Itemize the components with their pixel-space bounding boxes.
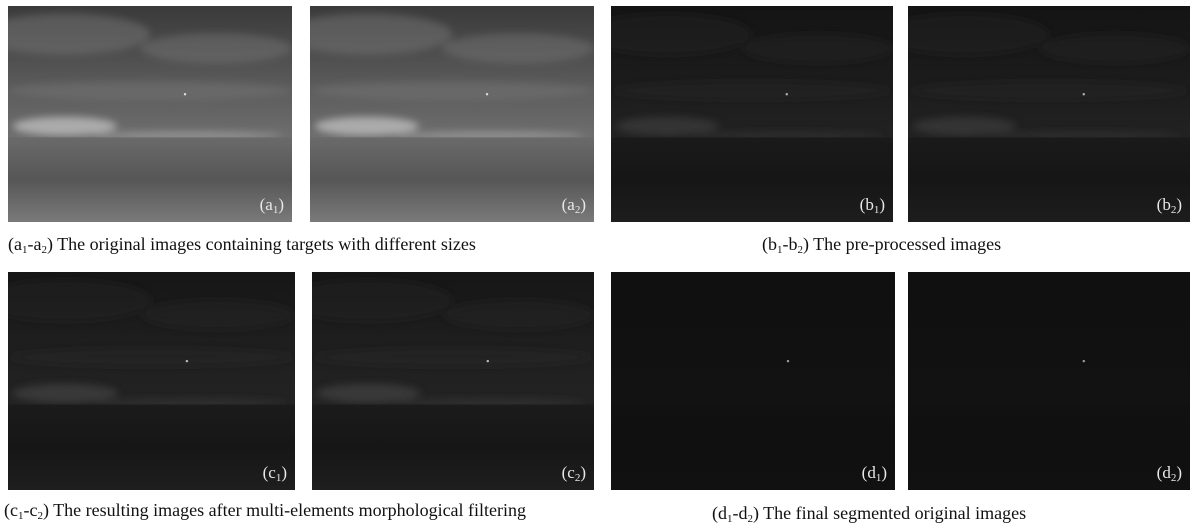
- panel-c1: (c1): [8, 272, 295, 490]
- panel-b2: (b2): [908, 6, 1190, 222]
- panel-label: (d1): [861, 463, 887, 484]
- target-dot: [486, 359, 490, 363]
- target-dot: [785, 93, 789, 96]
- panel-label: (c2): [561, 463, 586, 484]
- target-dot: [185, 359, 189, 363]
- target-dot: [485, 93, 489, 96]
- panel-a2: (a2): [310, 6, 594, 222]
- panel-image: [8, 6, 292, 222]
- panel-d2: (d2): [908, 272, 1190, 490]
- panel-d1: (d1): [611, 272, 895, 490]
- caption-c: (c1-c2) The resulting images after multi…: [4, 500, 527, 522]
- panel-image: [611, 272, 895, 490]
- target-dot: [1082, 93, 1086, 96]
- panel-label: (a1): [259, 195, 284, 216]
- panel-image: [611, 6, 893, 222]
- target-dot: [1082, 359, 1086, 363]
- caption-b: (b1-b2) The pre-processed images: [762, 234, 1002, 256]
- panel-image: [908, 6, 1190, 222]
- panel-image: [312, 272, 594, 490]
- panel-b1: (b1): [611, 6, 893, 222]
- panel-image: [908, 272, 1190, 490]
- panel-image: [310, 6, 594, 222]
- panel-label: (d2): [1156, 463, 1182, 484]
- panel-label: (a2): [561, 195, 586, 216]
- caption-a: (a1-a2) The original images containing t…: [8, 234, 476, 256]
- panel-label: (b2): [1156, 195, 1182, 216]
- panel-a1: (a1): [8, 6, 292, 222]
- panel-label: (c1): [262, 463, 287, 484]
- caption-d: (d1-d2) The final segmented original ima…: [712, 503, 1027, 525]
- panel-image: [8, 272, 295, 490]
- panel-label: (b1): [859, 195, 885, 216]
- target-dot: [786, 359, 790, 363]
- panel-c2: (c2): [312, 272, 594, 490]
- target-dot: [183, 93, 187, 96]
